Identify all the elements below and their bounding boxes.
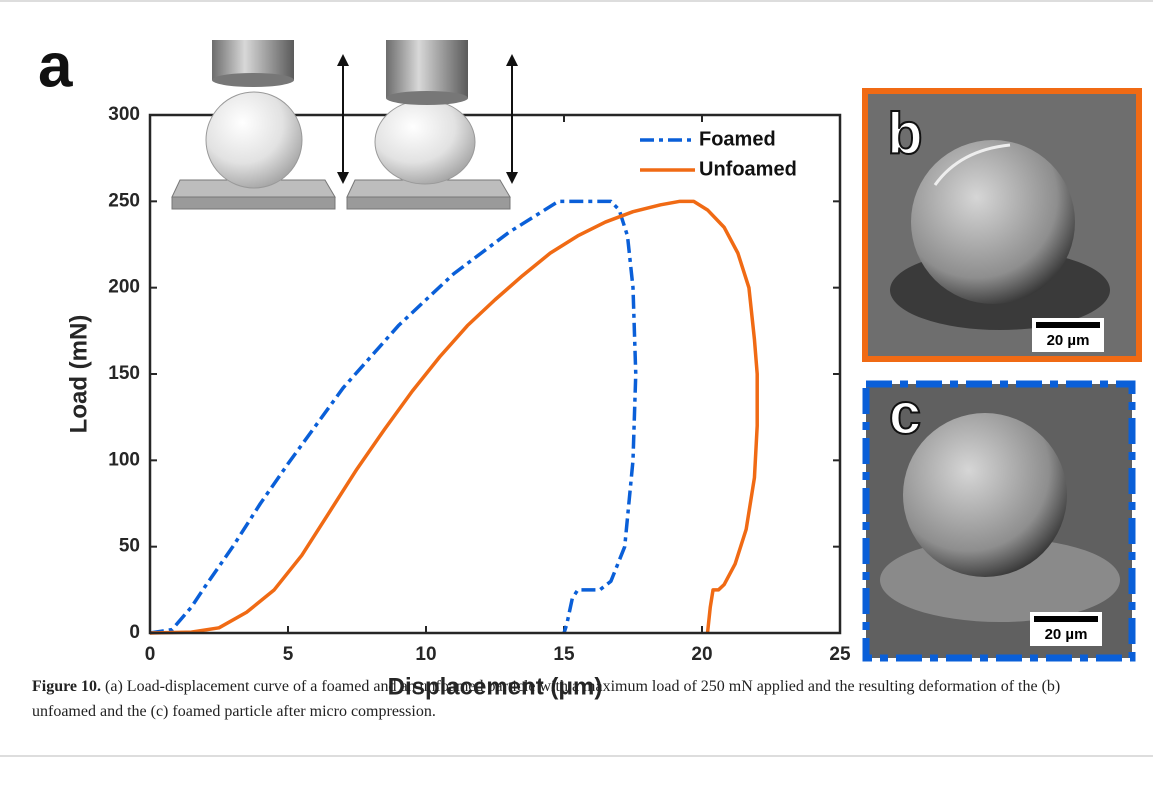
y-axis-label: Load (mN) <box>65 315 92 434</box>
legend-label: Unfoamed <box>699 158 797 180</box>
x-tick-label: 20 <box>691 644 712 665</box>
y-tick-label: 50 <box>119 536 140 557</box>
y-tick-label: 150 <box>108 363 140 384</box>
sem-image-c: c 20 µm <box>866 381 1132 658</box>
image-label: c <box>889 381 921 446</box>
page: {"chart_data": {"type": "line", "panel_l… <box>0 0 1153 803</box>
caption: Figure 10. (a) Load-displacement curve o… <box>32 674 1122 724</box>
x-tick-label: 25 <box>829 644 851 665</box>
caption-label: Figure 10. <box>32 678 101 695</box>
x-tick-label: 15 <box>553 644 575 665</box>
y-tick-label: 0 <box>129 622 140 643</box>
image-label: b <box>887 101 922 166</box>
y-tick-label: 250 <box>108 190 140 211</box>
legend-label: Foamed <box>699 128 776 150</box>
x-tick-label: 0 <box>145 644 156 665</box>
x-tick-label: 10 <box>415 644 436 665</box>
scale-bar-label: 20 µm <box>1047 332 1090 349</box>
y-tick-label: 200 <box>108 277 140 298</box>
y-tick-label: 300 <box>108 104 140 125</box>
scale-bar-label: 20 µm <box>1045 626 1088 643</box>
sem-image-b: b 20 µm <box>865 91 1139 359</box>
panel-label: a <box>38 31 73 100</box>
y-tick-label: 100 <box>108 449 140 470</box>
x-tick-label: 5 <box>283 644 294 665</box>
caption-text: (a) Load-displacement curve of a foamed … <box>32 678 1060 720</box>
